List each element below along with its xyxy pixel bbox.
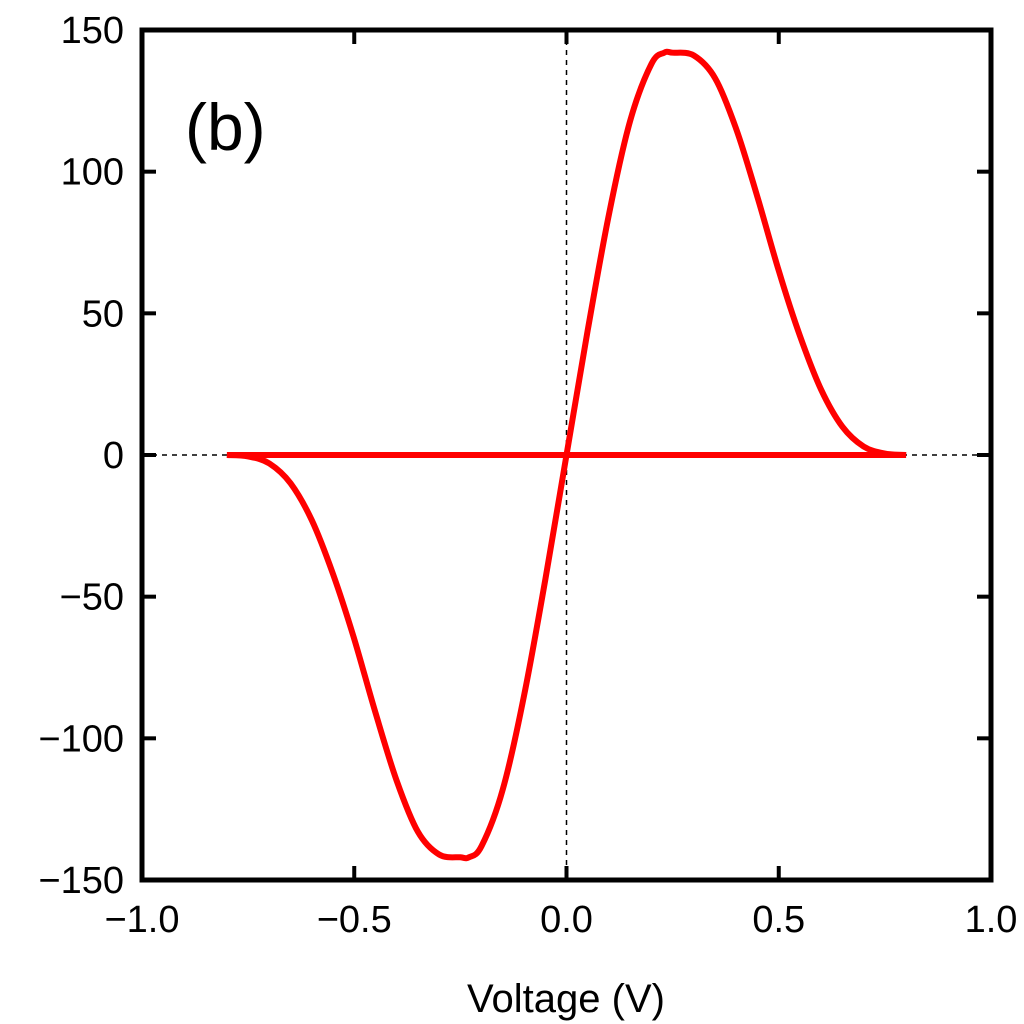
x-tick-label: 1.0 [965, 899, 1018, 941]
x-axis-title: Voltage (V) [467, 977, 665, 1021]
tick-labels: −1.0 −0.5 0.0 0.5 1.0 −150 −100 −50 0 50 100 150 [38, 10, 1017, 941]
x-tick-label: 0.5 [752, 899, 805, 941]
axis-ticks [140, 28, 993, 882]
y-tick-label: −100 [38, 718, 124, 760]
y-tick-label: −150 [38, 860, 124, 902]
x-tick-label: 0.0 [540, 899, 593, 941]
x-tick-label: −1.0 [104, 899, 179, 941]
y-tick-label: 100 [61, 152, 124, 194]
y-tick-label: 50 [82, 293, 124, 335]
series-layer [226, 48, 907, 862]
y-tick-label: 0 [103, 435, 124, 477]
y-tick-label: 150 [61, 10, 124, 52]
y-tick-label: −50 [60, 577, 124, 619]
panel-label: (b) [185, 90, 266, 164]
x-tick-label: −0.5 [317, 899, 392, 941]
